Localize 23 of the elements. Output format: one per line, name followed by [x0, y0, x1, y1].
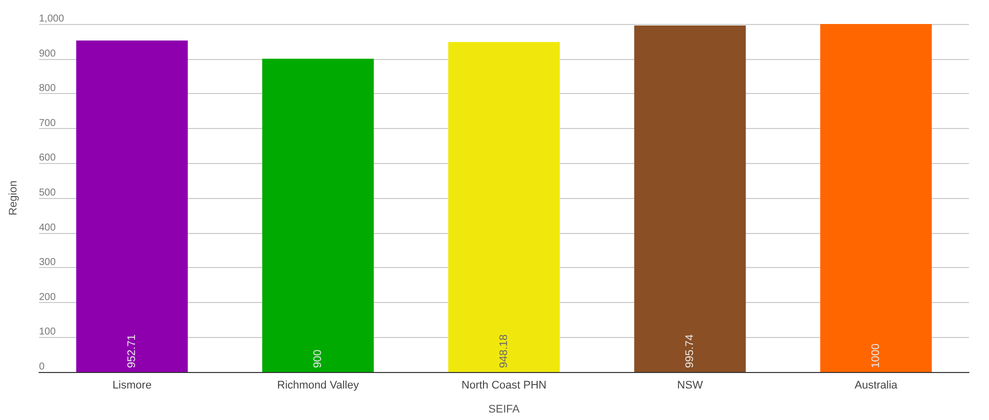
y-tick-label: 900 [39, 48, 56, 60]
data-label: 900 [312, 350, 324, 368]
y-tick-label: 0 [39, 362, 45, 372]
y-tick-label: 200 [39, 292, 56, 303]
x-axis-title: SEIFA [488, 404, 520, 416]
x-tick-label: North Coast PHN [462, 380, 547, 392]
x-tick-label: Australia [854, 380, 898, 392]
y-tick-label: 800 [39, 83, 56, 94]
x-tick-label: Lismore [112, 380, 152, 392]
data-label: 995.74 [684, 334, 696, 368]
data-label: 952.71 [126, 334, 138, 368]
y-tick-label: 100 [39, 326, 56, 338]
y-tick-label: 700 [39, 118, 56, 129]
y-axis-title: Region [8, 180, 20, 216]
x-tick-label: NSW [677, 380, 704, 392]
data-label: 948.18 [498, 334, 510, 368]
y-tick-label: 500 [39, 188, 56, 198]
y-tick-label: 400 [39, 222, 56, 234]
data-label: 1000 [870, 344, 882, 368]
y-tick-label: 1,000 [39, 14, 64, 24]
y-tick-label: 600 [39, 152, 56, 164]
x-tick-label: Richmond Valley [277, 380, 360, 392]
y-tick-label: 300 [39, 257, 56, 268]
